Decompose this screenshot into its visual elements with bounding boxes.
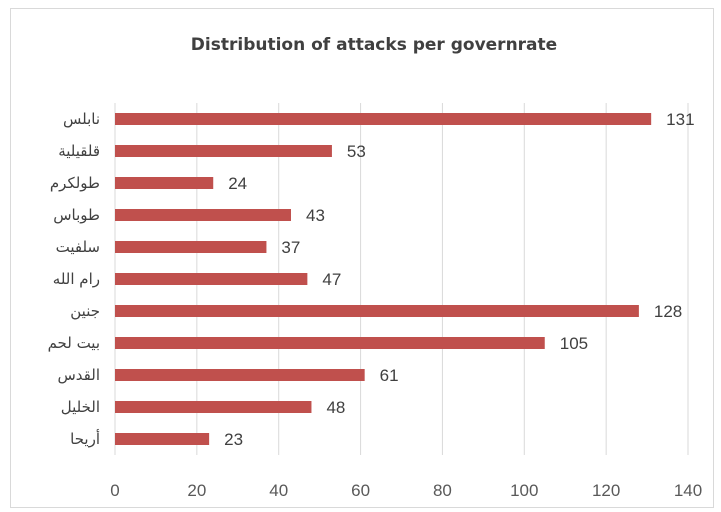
bar (115, 177, 214, 189)
bars (115, 113, 652, 445)
category-label: رام الله (53, 270, 100, 288)
x-tick-label: 0 (110, 481, 119, 500)
data-labels: 131 53 24 43 37 47 128 105 61 48 23 (224, 110, 694, 449)
x-tick-label: 80 (433, 481, 452, 500)
bar (115, 369, 365, 381)
bar (115, 273, 308, 285)
x-tick-label: 140 (674, 481, 702, 500)
data-label: 24 (228, 174, 247, 193)
bar (115, 145, 332, 157)
category-label: طوباس (53, 206, 100, 224)
category-label: نابلس (63, 110, 100, 128)
chart-title: Distribution of attacks per governrate (191, 35, 557, 55)
x-tick-labels: 0 20 40 60 80 100 120 140 (110, 481, 702, 500)
bar (115, 113, 652, 125)
x-tick-label: 40 (269, 481, 288, 500)
data-label: 48 (326, 398, 345, 417)
x-tick-label: 60 (351, 481, 370, 500)
bar (115, 337, 545, 349)
x-tick-label: 120 (592, 481, 620, 500)
data-label: 131 (666, 110, 694, 129)
category-label: أريحا (70, 429, 100, 448)
data-label: 128 (654, 302, 682, 321)
bar (115, 433, 210, 445)
data-label: 47 (322, 270, 341, 289)
gridlines (114, 103, 689, 455)
bar (115, 209, 291, 221)
data-label: 43 (306, 206, 325, 225)
category-label: قلقيلية (58, 142, 100, 160)
category-label: طولكرم (50, 174, 100, 192)
category-label: جنين (70, 302, 100, 320)
data-label: 23 (224, 430, 243, 449)
chart-frame (10, 8, 714, 508)
category-label: سلفيت (56, 238, 100, 256)
data-label: 61 (380, 366, 399, 385)
category-label: بيت لحم (48, 334, 100, 352)
bar (115, 305, 639, 317)
x-tick-label: 20 (187, 481, 206, 500)
bar (115, 241, 267, 253)
data-label: 105 (560, 334, 588, 353)
category-labels: نابلس قلقيلية طولكرم طوباس سلفيت رام الله جنين… (48, 110, 100, 448)
category-label: الخليل (61, 398, 100, 416)
data-label: 37 (281, 238, 300, 257)
bar (115, 401, 312, 413)
data-label: 53 (347, 142, 366, 161)
category-label: القدس (57, 366, 100, 384)
x-tick-label: 100 (510, 481, 538, 500)
